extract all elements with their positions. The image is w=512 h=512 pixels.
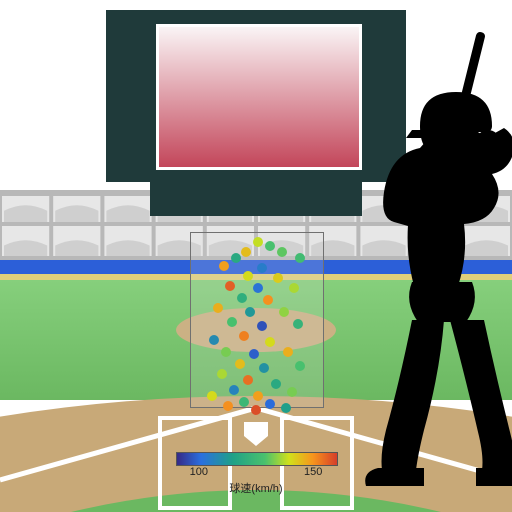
legend-title: 球速(km/h) (176, 480, 336, 496)
pitch-marker (265, 399, 275, 409)
legend-tick: 100 (190, 466, 208, 478)
pitch-marker (259, 363, 269, 373)
legend-colorbar (176, 452, 338, 466)
pitch-marker (241, 247, 251, 257)
pitch-marker (251, 405, 261, 415)
pitch-marker (207, 391, 217, 401)
pitch-marker (235, 359, 245, 369)
pitch-marker (265, 241, 275, 251)
pitch-marker (231, 253, 241, 263)
pitch-marker (209, 335, 219, 345)
pitch-marker (223, 401, 233, 411)
pitch-marker (229, 385, 239, 395)
pitch-marker (289, 283, 299, 293)
pitch-marker (213, 303, 223, 313)
legend-ticks: 100 150 (176, 466, 336, 480)
pitch-marker (239, 331, 249, 341)
batter-silhouette (300, 30, 512, 510)
pitch-marker (225, 281, 235, 291)
pitch-marker (227, 317, 237, 327)
pitch-marker (281, 403, 291, 413)
pitch-marker (237, 293, 247, 303)
legend-tick: 150 (304, 466, 322, 478)
pitch-marker (265, 337, 275, 347)
pitch-marker (253, 237, 263, 247)
pitch-marker (263, 295, 273, 305)
pitch-marker (257, 321, 267, 331)
pitch-marker (245, 307, 255, 317)
pitch-marker (239, 397, 249, 407)
pitch-marker (243, 375, 253, 385)
velocity-legend: 100 150 球速(km/h) (176, 452, 336, 496)
pitch-marker (253, 391, 263, 401)
pitch-marker (219, 261, 229, 271)
pitch-marker (217, 369, 227, 379)
pitch-marker (287, 387, 297, 397)
pitch-marker (257, 263, 267, 273)
pitch-marker (249, 349, 259, 359)
pitch-marker (277, 247, 287, 257)
pitch-marker (243, 271, 253, 281)
pitch-marker (253, 283, 263, 293)
pitch-marker (273, 273, 283, 283)
pitch-marker (283, 347, 293, 357)
pitch-marker (279, 307, 289, 317)
pitch-marker (221, 347, 231, 357)
pitch-marker (271, 379, 281, 389)
